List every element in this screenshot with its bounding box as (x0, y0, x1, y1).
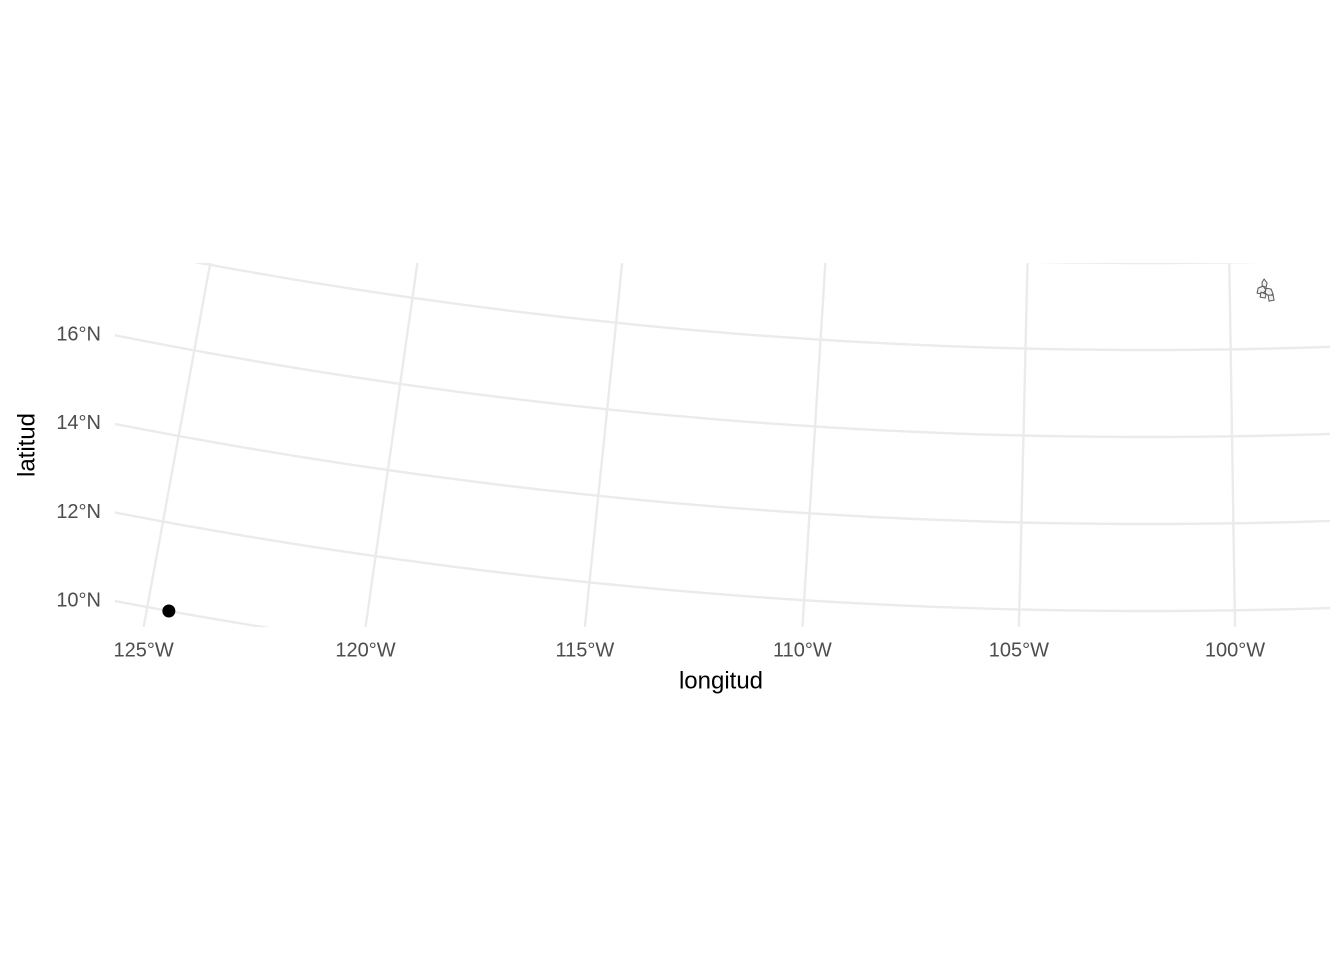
map-point (162, 604, 176, 618)
y-axis-title: latitud (13, 413, 40, 477)
x-tick-label: 100°W (1205, 639, 1265, 661)
y-tick-label: 12°N (56, 501, 101, 523)
y-tick-label: 14°N (56, 412, 101, 434)
y-tick-label: 10°N (56, 589, 101, 611)
grid-line (364, 263, 419, 627)
grid-line (115, 511, 1330, 613)
x-tick-label: 115°W (555, 639, 614, 661)
grid-line (142, 263, 212, 627)
grid-line (1017, 263, 1029, 627)
x-axis-title: longitud (679, 667, 763, 694)
grid-line (115, 334, 1330, 439)
x-tick-label: 120°W (335, 639, 395, 661)
marks (162, 278, 1275, 618)
graticule (115, 263, 1330, 627)
polygon-part (1267, 294, 1275, 302)
x-tick-label: 110°W (773, 639, 832, 661)
grid-line (583, 263, 624, 627)
grid-line (801, 263, 827, 627)
polygon-part (1256, 285, 1267, 295)
x-tick-label: 125°W (114, 639, 174, 661)
polygon-part (1259, 291, 1267, 299)
grid-line (115, 599, 271, 627)
y-tick-label: 16°N (56, 324, 101, 346)
map-polygon (1256, 278, 1275, 302)
grid-line (1228, 263, 1237, 627)
grid-line (193, 263, 1330, 352)
x-tick-label: 105°W (989, 639, 1049, 661)
grid-line (115, 422, 1330, 526)
grid-line (1037, 263, 1260, 265)
